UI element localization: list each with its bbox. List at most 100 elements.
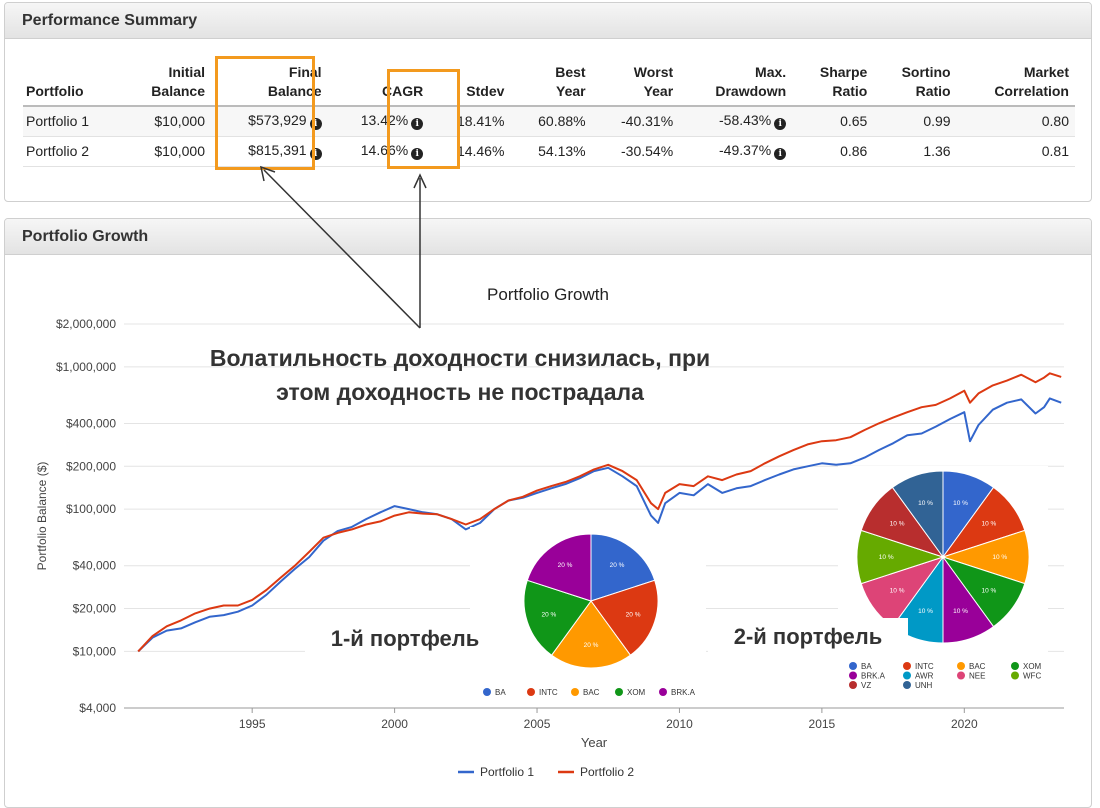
cell-value: 60.88% [538, 113, 586, 130]
cell-value: -40.31% [621, 113, 674, 130]
y-tick-label: $200,000 [66, 459, 116, 473]
arrowhead-final-balance [259, 165, 276, 182]
cell-value: 13.42% [360, 112, 409, 129]
cell-value: Portfolio 2 [26, 143, 90, 159]
table-cell: $815,391 i [211, 136, 328, 167]
table-cell: 0.81 [956, 136, 1075, 167]
pie-legend-swatch [849, 671, 857, 680]
pie-legend-label: BAC [969, 662, 986, 671]
performance-summary-header: Performance Summary [5, 3, 1091, 39]
cell-value: 0.65 [840, 113, 868, 130]
column-header-text: Market [1023, 64, 1069, 80]
pie-slice [891, 470, 944, 559]
table-cell: 60.88% [510, 106, 592, 137]
y-tick-label: $10,000 [73, 644, 117, 658]
pie-legend-swatch [903, 671, 911, 680]
cell-value: -30.54% [621, 143, 674, 159]
cell-value: 1.36 [923, 143, 951, 159]
x-tick-label: 1995 [239, 717, 266, 731]
column-header: CAGR [327, 61, 430, 107]
table-row: Portfolio 2 $10,000 $815,391 i 14.66% i 14.46%… [23, 136, 1075, 167]
pie-slice-label: 10 % [953, 608, 968, 615]
y-tick-label: $4,000 [79, 701, 116, 715]
pie-legend-label: NEE [969, 672, 985, 681]
cell-value: $10,000 [154, 143, 205, 159]
column-header: Sharpe Ratio [792, 61, 874, 107]
chart-lines [137, 372, 1062, 653]
pie-legend-label: BAC [583, 688, 600, 697]
column-header: Max. Drawdown [679, 61, 793, 107]
cell-value: 0.86 [840, 143, 868, 159]
label-portfolio1: 1-й портфель [331, 626, 480, 651]
series-line-1 [137, 397, 1062, 653]
portfolio-growth-header: Portfolio Growth [5, 219, 1091, 255]
pie-slice-label: 20 % [610, 562, 625, 569]
stdev-highlight [387, 69, 460, 169]
info-icon[interactable]: i [411, 118, 424, 131]
cell-value: $815,391 [248, 142, 307, 158]
cell-value: 18.41% [456, 113, 505, 130]
pie-slice-label: 10 % [953, 500, 968, 507]
pie-slice-label: 10 % [918, 608, 933, 615]
x-tick-label: 2020 [951, 717, 978, 731]
chart-legend: Portfolio 1 Portfolio 2 [458, 765, 634, 779]
table-cell: -58.43% i [679, 106, 793, 137]
column-header-text: Initial [168, 64, 205, 80]
cell-value: -49.37% [719, 142, 772, 158]
table-cell: 0.65 [792, 106, 874, 137]
legend-label: Portfolio 2 [580, 765, 634, 779]
column-header-text: Correlation [994, 83, 1069, 99]
info-icon[interactable]: i [774, 118, 787, 131]
info-icon[interactable]: i [774, 148, 787, 160]
column-header: Worst Year [591, 61, 680, 107]
column-header-text: Stdev [466, 83, 505, 99]
pie-legend-swatch [571, 688, 579, 696]
table-cell: 1.36 [873, 136, 957, 167]
pie-slice-label: 10 % [918, 500, 933, 507]
legend-label: Portfolio 1 [480, 765, 534, 779]
table-cell: 0.86 [792, 136, 874, 167]
pie-slice-label: 20 % [584, 642, 599, 649]
info-icon[interactable]: i [411, 148, 424, 160]
cell-value: 14.46% [456, 143, 505, 159]
table-cell: $10,000 [121, 136, 211, 167]
x-tick-label: 2015 [809, 717, 836, 731]
pie-legend-label: UNH [915, 681, 933, 690]
pie-slice-label: 10 % [981, 587, 996, 594]
x-tick-label: 2010 [666, 717, 693, 731]
table-cell: $573,929 i [211, 106, 328, 137]
pie-legend-swatch [957, 662, 965, 670]
table-cell: -49.37% i [679, 136, 793, 167]
pie-slice-label: 20 % [541, 612, 556, 619]
column-header-text: Balance [267, 83, 322, 99]
table-cell: 0.99 [873, 106, 957, 137]
pie-slice [526, 533, 592, 602]
pie-slice-label: 10 % [890, 521, 905, 528]
y-tick-label: $20,000 [73, 602, 117, 616]
arrow-to-final-balance [263, 169, 421, 329]
table-row: Portfolio 1 $10,000 $573,929 i 13.42% i 18.41%… [23, 106, 1075, 137]
label-portfolio2: 2-й портфель [734, 624, 883, 649]
cell-value: 0.99 [923, 113, 951, 130]
pie-legend-label: XOM [1023, 662, 1042, 671]
column-header-text: Ratio [832, 83, 868, 99]
cell-value: 54.13% [538, 143, 586, 159]
pie-legend-swatch [903, 662, 911, 670]
x-tick-label: 2000 [381, 717, 408, 731]
pie-slice-label: 20 % [626, 612, 641, 619]
column-header-text: Worst [633, 64, 674, 80]
table-cell: 54.13% [510, 136, 592, 167]
pie-legend-label: XOM [627, 688, 646, 697]
annotation-line-1: Волатильность доходности снизилась, при [210, 345, 710, 371]
pie-legend-label: INTC [915, 662, 934, 671]
pie-legend-label: BRK.A [671, 688, 696, 697]
performance-summary-panel: Performance Summary Portfolio Initial Bala… [4, 2, 1092, 202]
pie-legend-swatch [903, 681, 911, 689]
pie-slice [523, 579, 592, 656]
column-header: Sortino Ratio [873, 61, 957, 107]
cell-value: Portfolio 1 [26, 113, 90, 130]
column-header: Best Year [510, 61, 592, 107]
pie-legend-swatch [1011, 662, 1019, 670]
chart-title: Portfolio Growth [487, 285, 609, 304]
